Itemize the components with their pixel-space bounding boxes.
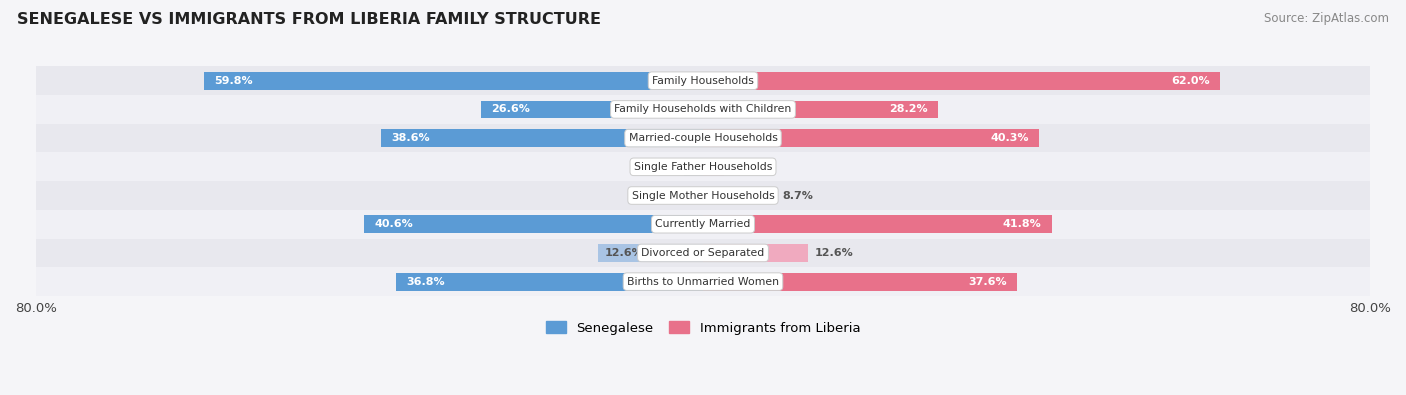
Bar bbox=[703, 244, 808, 262]
Text: 12.6%: 12.6% bbox=[605, 248, 644, 258]
FancyBboxPatch shape bbox=[37, 124, 1369, 152]
Text: Divorced or Separated: Divorced or Separated bbox=[641, 248, 765, 258]
Text: 2.3%: 2.3% bbox=[690, 162, 721, 172]
FancyBboxPatch shape bbox=[37, 267, 1369, 296]
Text: Single Mother Households: Single Mother Households bbox=[631, 190, 775, 201]
Text: Family Households: Family Households bbox=[652, 76, 754, 86]
Text: 41.8%: 41.8% bbox=[1002, 219, 1042, 229]
Bar bbox=[703, 129, 1039, 147]
Bar bbox=[381, 129, 703, 147]
Bar bbox=[703, 72, 1220, 90]
Text: 40.6%: 40.6% bbox=[374, 219, 413, 229]
Bar bbox=[481, 100, 703, 118]
Bar bbox=[703, 215, 1052, 233]
Bar bbox=[703, 158, 724, 176]
Text: 8.2%: 8.2% bbox=[641, 190, 672, 201]
Text: Single Father Households: Single Father Households bbox=[634, 162, 772, 172]
Bar bbox=[683, 158, 703, 176]
Text: Births to Unmarried Women: Births to Unmarried Women bbox=[627, 276, 779, 287]
FancyBboxPatch shape bbox=[37, 95, 1369, 124]
Bar bbox=[204, 72, 703, 90]
Bar bbox=[703, 100, 938, 118]
FancyBboxPatch shape bbox=[37, 66, 1369, 95]
Bar bbox=[598, 244, 703, 262]
Text: 36.8%: 36.8% bbox=[406, 276, 444, 287]
FancyBboxPatch shape bbox=[37, 239, 1369, 267]
Text: 62.0%: 62.0% bbox=[1171, 76, 1211, 86]
Text: Currently Married: Currently Married bbox=[655, 219, 751, 229]
Text: Married-couple Households: Married-couple Households bbox=[628, 133, 778, 143]
Legend: Senegalese, Immigrants from Liberia: Senegalese, Immigrants from Liberia bbox=[540, 316, 866, 340]
Text: 59.8%: 59.8% bbox=[214, 76, 253, 86]
Bar bbox=[634, 186, 703, 205]
Text: SENEGALESE VS IMMIGRANTS FROM LIBERIA FAMILY STRUCTURE: SENEGALESE VS IMMIGRANTS FROM LIBERIA FA… bbox=[17, 12, 600, 27]
Text: 37.6%: 37.6% bbox=[967, 276, 1007, 287]
FancyBboxPatch shape bbox=[37, 210, 1369, 239]
Text: 26.6%: 26.6% bbox=[491, 104, 530, 115]
Text: 40.3%: 40.3% bbox=[990, 133, 1029, 143]
FancyBboxPatch shape bbox=[37, 181, 1369, 210]
Bar bbox=[396, 273, 703, 291]
Text: 12.6%: 12.6% bbox=[814, 248, 853, 258]
Bar bbox=[703, 273, 1017, 291]
Text: 28.2%: 28.2% bbox=[890, 104, 928, 115]
Bar bbox=[703, 186, 776, 205]
Text: 8.7%: 8.7% bbox=[782, 190, 813, 201]
Text: 2.5%: 2.5% bbox=[731, 162, 761, 172]
Text: Family Households with Children: Family Households with Children bbox=[614, 104, 792, 115]
FancyBboxPatch shape bbox=[37, 152, 1369, 181]
Bar bbox=[364, 215, 703, 233]
Text: Source: ZipAtlas.com: Source: ZipAtlas.com bbox=[1264, 12, 1389, 25]
Text: 38.6%: 38.6% bbox=[391, 133, 430, 143]
